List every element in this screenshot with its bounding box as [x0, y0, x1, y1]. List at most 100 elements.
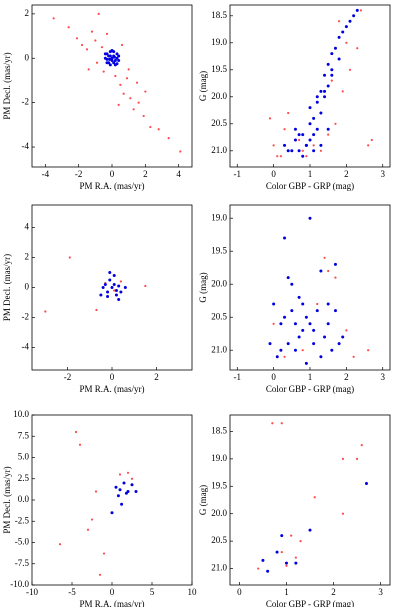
- point: [78, 443, 82, 446]
- point: [297, 295, 301, 299]
- y-axis-label: G (mag): [198, 485, 208, 515]
- point: [299, 540, 302, 543]
- axes-frame: [31, 4, 193, 168]
- x-axis-label: Color GBP - GRP (mag): [266, 384, 354, 394]
- point: [103, 52, 107, 56]
- point: [312, 116, 316, 120]
- point: [287, 111, 290, 115]
- point: [132, 108, 135, 111]
- x-tick-label: 4: [176, 169, 181, 179]
- point: [360, 444, 363, 447]
- point: [312, 328, 316, 332]
- point: [364, 482, 368, 486]
- y-tick-label: 19.0: [211, 212, 227, 222]
- point: [110, 286, 114, 289]
- point: [114, 485, 118, 489]
- point: [345, 329, 348, 332]
- point: [293, 138, 297, 142]
- point: [94, 39, 97, 42]
- point: [352, 355, 355, 358]
- point: [115, 62, 119, 66]
- y-axis-label: G (mag): [198, 272, 208, 302]
- y-tick-label: 21.0: [211, 344, 227, 354]
- point: [283, 315, 287, 319]
- point: [341, 335, 345, 339]
- point: [144, 90, 147, 93]
- point: [370, 138, 373, 142]
- point: [58, 543, 62, 546]
- point: [280, 422, 283, 425]
- y-tick-label: 19.0: [211, 453, 227, 463]
- point: [123, 286, 127, 289]
- y-tick-label: 0: [25, 52, 30, 62]
- y-tick-label: 19.5: [211, 480, 227, 490]
- point: [113, 58, 117, 62]
- point: [333, 46, 337, 50]
- point: [125, 77, 129, 80]
- y-tick-label: -5.0: [15, 537, 30, 547]
- point: [130, 477, 134, 480]
- point: [101, 286, 105, 289]
- point: [261, 558, 265, 562]
- point: [80, 43, 84, 47]
- x-tick-label: 1: [308, 372, 313, 382]
- point: [90, 518, 94, 521]
- point: [114, 293, 118, 297]
- y-axis-label: PM Decl. (mas/yr): [2, 52, 12, 119]
- point: [276, 155, 279, 158]
- point: [102, 70, 105, 73]
- point: [283, 143, 287, 147]
- point: [108, 63, 112, 67]
- point: [301, 349, 304, 352]
- point: [279, 155, 283, 158]
- point: [275, 550, 279, 554]
- point: [106, 295, 110, 298]
- point: [108, 57, 111, 61]
- point: [135, 81, 139, 84]
- point: [326, 322, 330, 326]
- y-tick-label: 0: [25, 282, 30, 292]
- point: [98, 573, 102, 576]
- point: [95, 61, 99, 64]
- point: [294, 556, 297, 559]
- point: [319, 149, 323, 152]
- point: [279, 348, 283, 352]
- point: [86, 528, 90, 531]
- point: [323, 73, 327, 77]
- y-tick-label: 19.0: [211, 37, 227, 47]
- point: [359, 9, 363, 12]
- point: [333, 262, 337, 266]
- point: [116, 494, 120, 498]
- y-tick-label: -4: [22, 141, 30, 151]
- point: [308, 322, 312, 326]
- point: [308, 216, 312, 220]
- x-tick-label: 2: [154, 372, 159, 382]
- y-tick-label: 18.5: [211, 426, 227, 436]
- x-tick-label: 1: [308, 169, 313, 179]
- point: [114, 289, 118, 292]
- point: [142, 114, 145, 118]
- y-tick-label: -10.0: [10, 579, 29, 589]
- point: [74, 430, 78, 434]
- point: [326, 302, 330, 306]
- point: [112, 61, 116, 65]
- point: [280, 534, 284, 538]
- point: [268, 342, 272, 346]
- x-axis-label: Color GBP - GRP (mag): [266, 181, 354, 191]
- point: [120, 502, 124, 506]
- x-tick-label: 0: [271, 372, 276, 382]
- point: [112, 274, 116, 277]
- point: [337, 342, 341, 346]
- y-tick-label: 20.5: [211, 535, 227, 545]
- point: [293, 127, 297, 131]
- y-tick-label: 19.5: [211, 64, 227, 74]
- point: [297, 133, 301, 137]
- point: [297, 149, 301, 153]
- point: [294, 561, 298, 565]
- point: [113, 55, 116, 59]
- point: [301, 154, 305, 158]
- point: [330, 68, 334, 72]
- point: [323, 256, 326, 259]
- point: [108, 54, 112, 58]
